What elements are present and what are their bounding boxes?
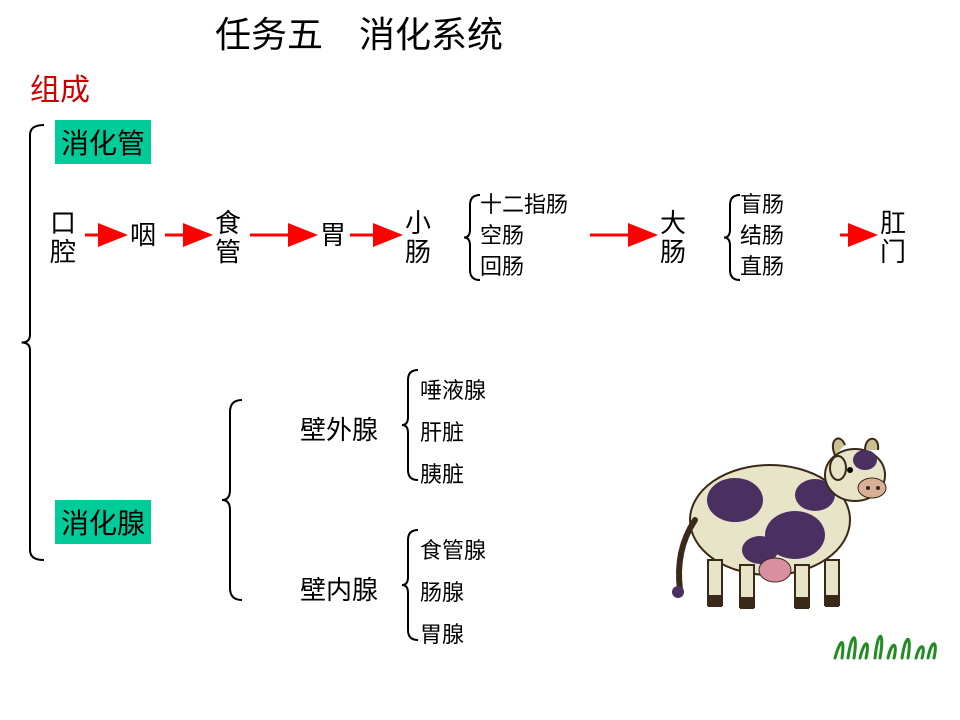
esophageal-gland: 食管腺 [420, 530, 486, 572]
grass-illustration [830, 620, 940, 660]
organ-pharynx: 咽 [130, 222, 156, 251]
glands-box: 消化腺 [55, 500, 151, 544]
cow-illustration [640, 400, 900, 620]
organ-stomach: 胃 [320, 222, 346, 251]
internal-glands-list: 食管腺 肠腺 胃腺 [420, 530, 486, 655]
organ-large-intestine: 大肠 [660, 210, 686, 267]
external-glands-label: 壁外腺 [300, 410, 378, 447]
cecum: 盲肠 [740, 190, 784, 221]
liver: 肝脏 [420, 412, 486, 454]
internal-glands-label: 壁内腺 [300, 570, 378, 607]
external-glands-list: 唾液腺 肝脏 胰脏 [420, 370, 486, 495]
rectum: 直肠 [740, 252, 784, 283]
pancreas: 胰脏 [420, 454, 486, 496]
tract-box: 消化管 [55, 120, 151, 164]
organ-anus: 肛门 [880, 210, 906, 267]
organ-mouth: 口腔 [50, 210, 76, 267]
li-parts: 盲肠 结肠 直肠 [740, 190, 784, 282]
si-parts: 十二指肠 空肠 回肠 [480, 190, 568, 282]
section-label: 组成 [30, 65, 90, 109]
salivary-gland: 唾液腺 [420, 370, 486, 412]
organ-small-intestine: 小肠 [405, 210, 431, 267]
intestinal-gland: 肠腺 [420, 572, 486, 614]
ileum: 回肠 [480, 252, 568, 283]
gastric-gland: 胃腺 [420, 614, 486, 656]
page-title: 任务五 消化系统 [215, 6, 503, 58]
colon: 结肠 [740, 221, 784, 252]
duodenum: 十二指肠 [480, 190, 568, 221]
jejunum: 空肠 [480, 221, 568, 252]
organ-esophagus: 食管 [215, 210, 241, 267]
